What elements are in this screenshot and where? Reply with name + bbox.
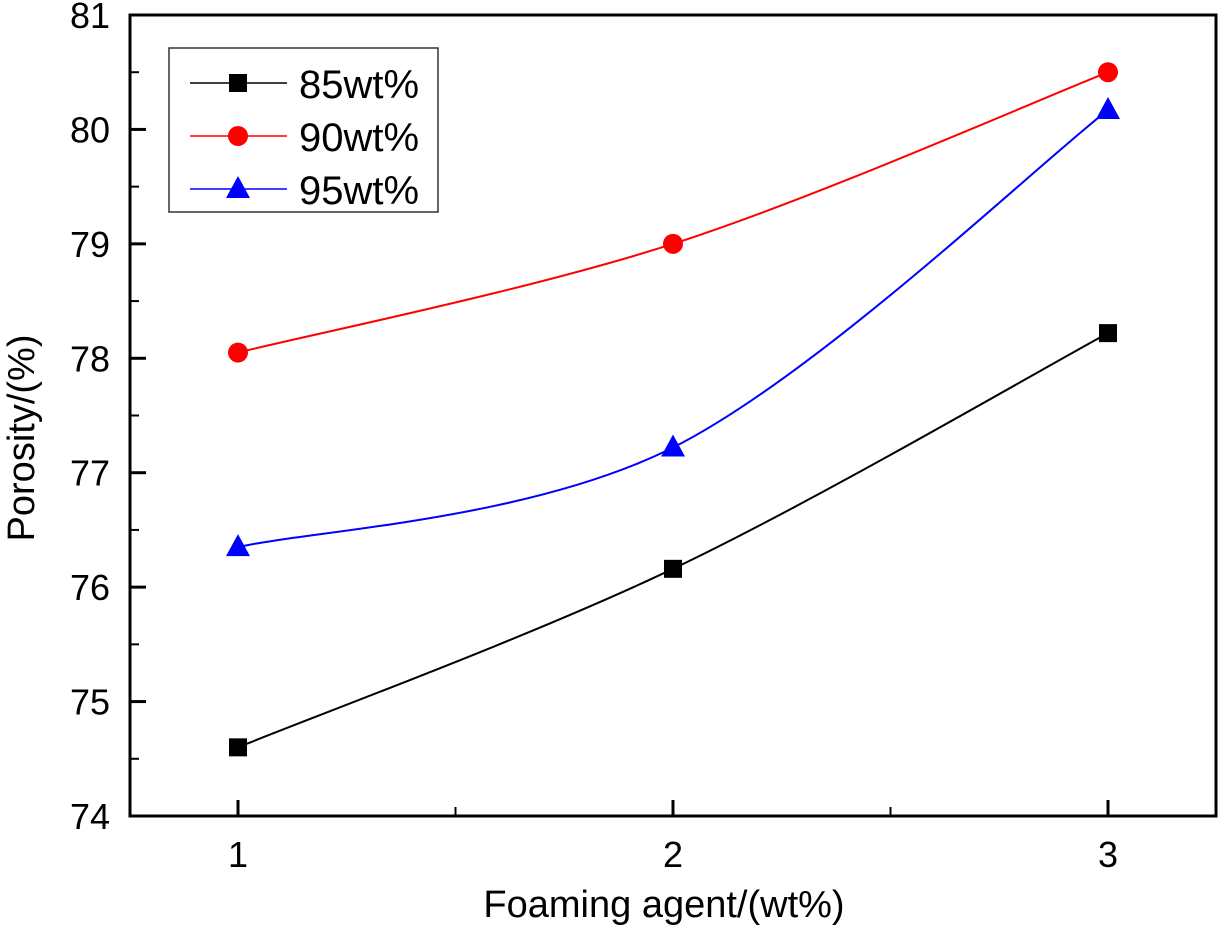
x-tick-label: 1 (228, 834, 248, 875)
y-tick-label: 78 (70, 338, 110, 379)
y-tick-label: 75 (70, 682, 110, 723)
legend: 85wt% 90wt% 95wt% (168, 47, 439, 213)
y-tick-label: 77 (70, 453, 110, 494)
series-90wtpct (228, 62, 1118, 363)
data-point-circle (663, 233, 683, 254)
legend-marker-triangle (226, 176, 250, 198)
legend-marker-circle (228, 126, 248, 146)
series-line (237, 332, 1109, 749)
y-tick-label: 80 (70, 109, 110, 150)
legend-box (168, 47, 439, 213)
legend-label: 95wt% (299, 169, 419, 213)
data-point-triangle (1096, 96, 1120, 119)
y-tick-label: 79 (70, 224, 110, 265)
axes: 74 75 76 77 78 79 80 81 1 2 3 (70, 0, 1218, 875)
y-axis-label: Porosity/(%) (1, 335, 43, 542)
x-tick-label: 2 (663, 834, 683, 875)
series-85wtpct (229, 324, 1117, 757)
data-point-circle (228, 342, 248, 363)
x-tick-label: 3 (1098, 834, 1118, 875)
data-point-square (664, 559, 682, 578)
legend-label: 90wt% (299, 116, 419, 160)
x-axis-label: Foaming agent/(wt%) (483, 884, 844, 926)
data-point-circle (1098, 62, 1118, 83)
series-95wtpct (226, 96, 1120, 557)
y-tick-label: 81 (70, 0, 110, 36)
legend-marker-square (229, 74, 247, 92)
data-point-square (1099, 324, 1117, 343)
data-point-triangle (226, 534, 250, 557)
series-group (226, 62, 1120, 757)
legend-label: 85wt% (299, 63, 419, 107)
y-tick-label: 76 (70, 567, 110, 608)
data-point-square (229, 738, 247, 757)
data-point-triangle (661, 434, 685, 457)
y-tick-label: 74 (70, 796, 110, 837)
